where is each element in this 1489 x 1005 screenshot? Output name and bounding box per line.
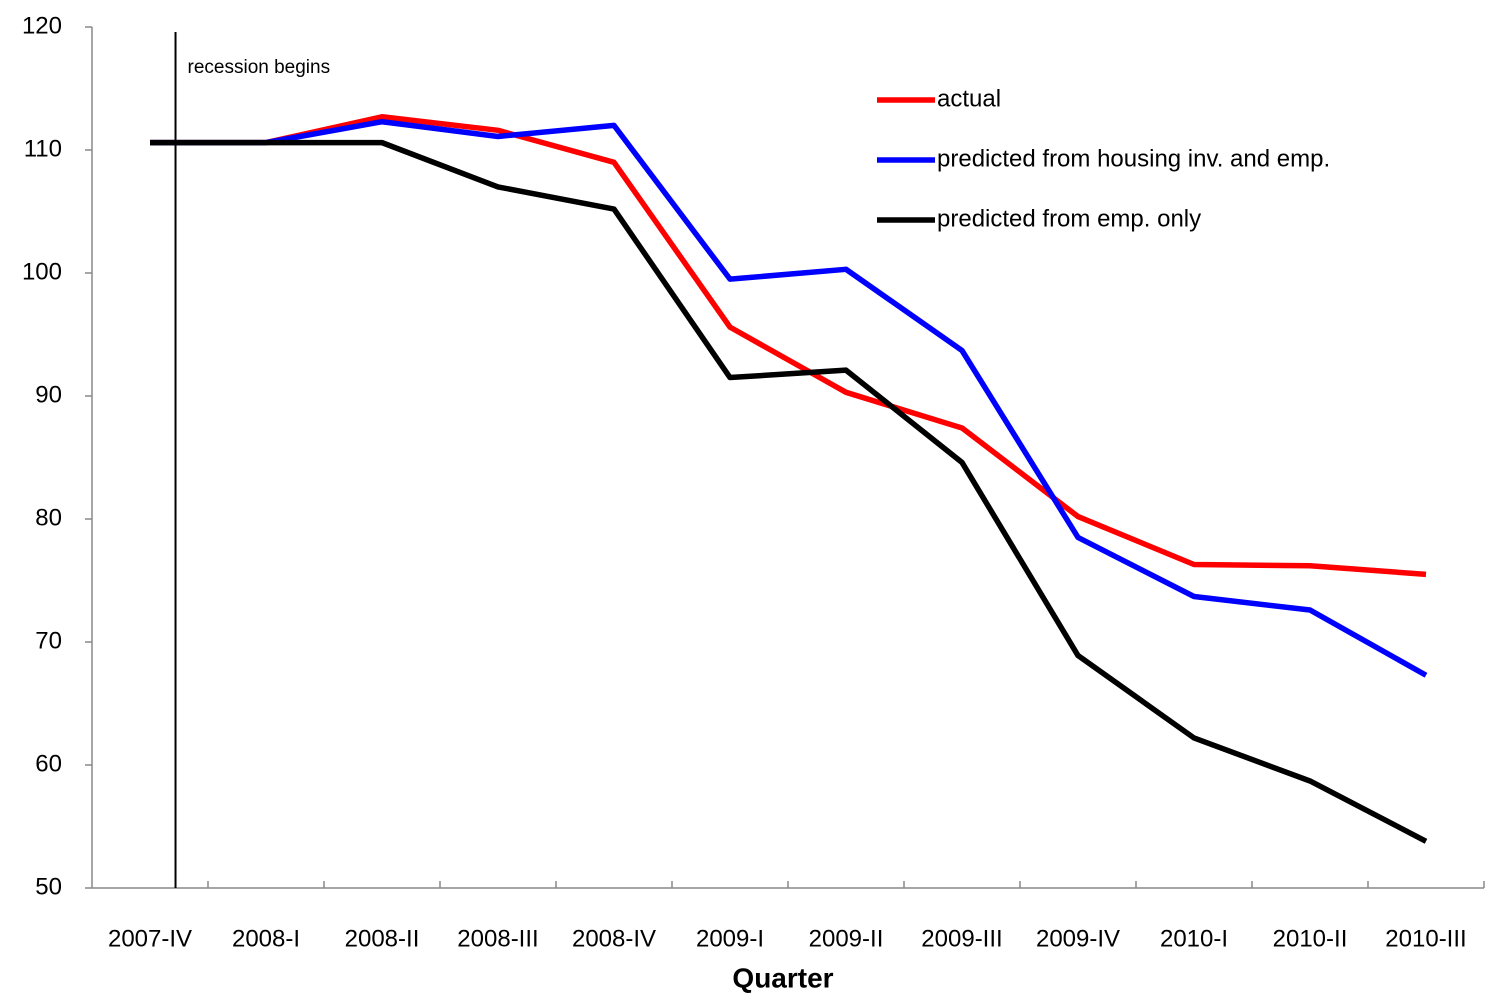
series-line (150, 118, 1428, 678)
legend-label: predicted from housing inv. and emp. (937, 145, 1330, 172)
annotation: recession begins (188, 57, 331, 78)
x-tick-label: 2007-IV (108, 925, 192, 952)
y-tick-label: 90 (35, 381, 62, 408)
series-line (150, 114, 1427, 578)
y-tick-label: 110 (24, 135, 62, 162)
y-tick-label: 120 (22, 12, 62, 39)
x-tick-label: 2008-IV (572, 925, 656, 952)
x-tick-label: 2010-II (1273, 925, 1348, 952)
y-tick-label: 50 (35, 873, 62, 900)
x-tick-label: 2009-III (921, 925, 1002, 952)
x-tick-label: 2010-III (1385, 925, 1466, 952)
y-tick-label: 100 (22, 258, 62, 285)
y-tick-label: 70 (35, 627, 62, 654)
x-tick-label: 2009-II (809, 925, 884, 952)
x-tick-label: 2008-III (457, 925, 538, 952)
x-tick-label: 2008-I (232, 925, 300, 952)
x-tick-label: 2009-I (696, 925, 764, 952)
series-line (150, 139, 1428, 844)
x-axis-label: Quarter (732, 962, 833, 993)
y-tick-label: 60 (35, 750, 62, 777)
legend-label: actual (937, 85, 1001, 112)
y-tick-label: 80 (35, 504, 62, 531)
x-tick-label: 2009-IV (1036, 925, 1120, 952)
x-tick-label: 2010-I (1160, 925, 1228, 952)
legend-label: predicted from emp. only (937, 205, 1201, 232)
x-tick-label: 2008-II (345, 925, 420, 952)
